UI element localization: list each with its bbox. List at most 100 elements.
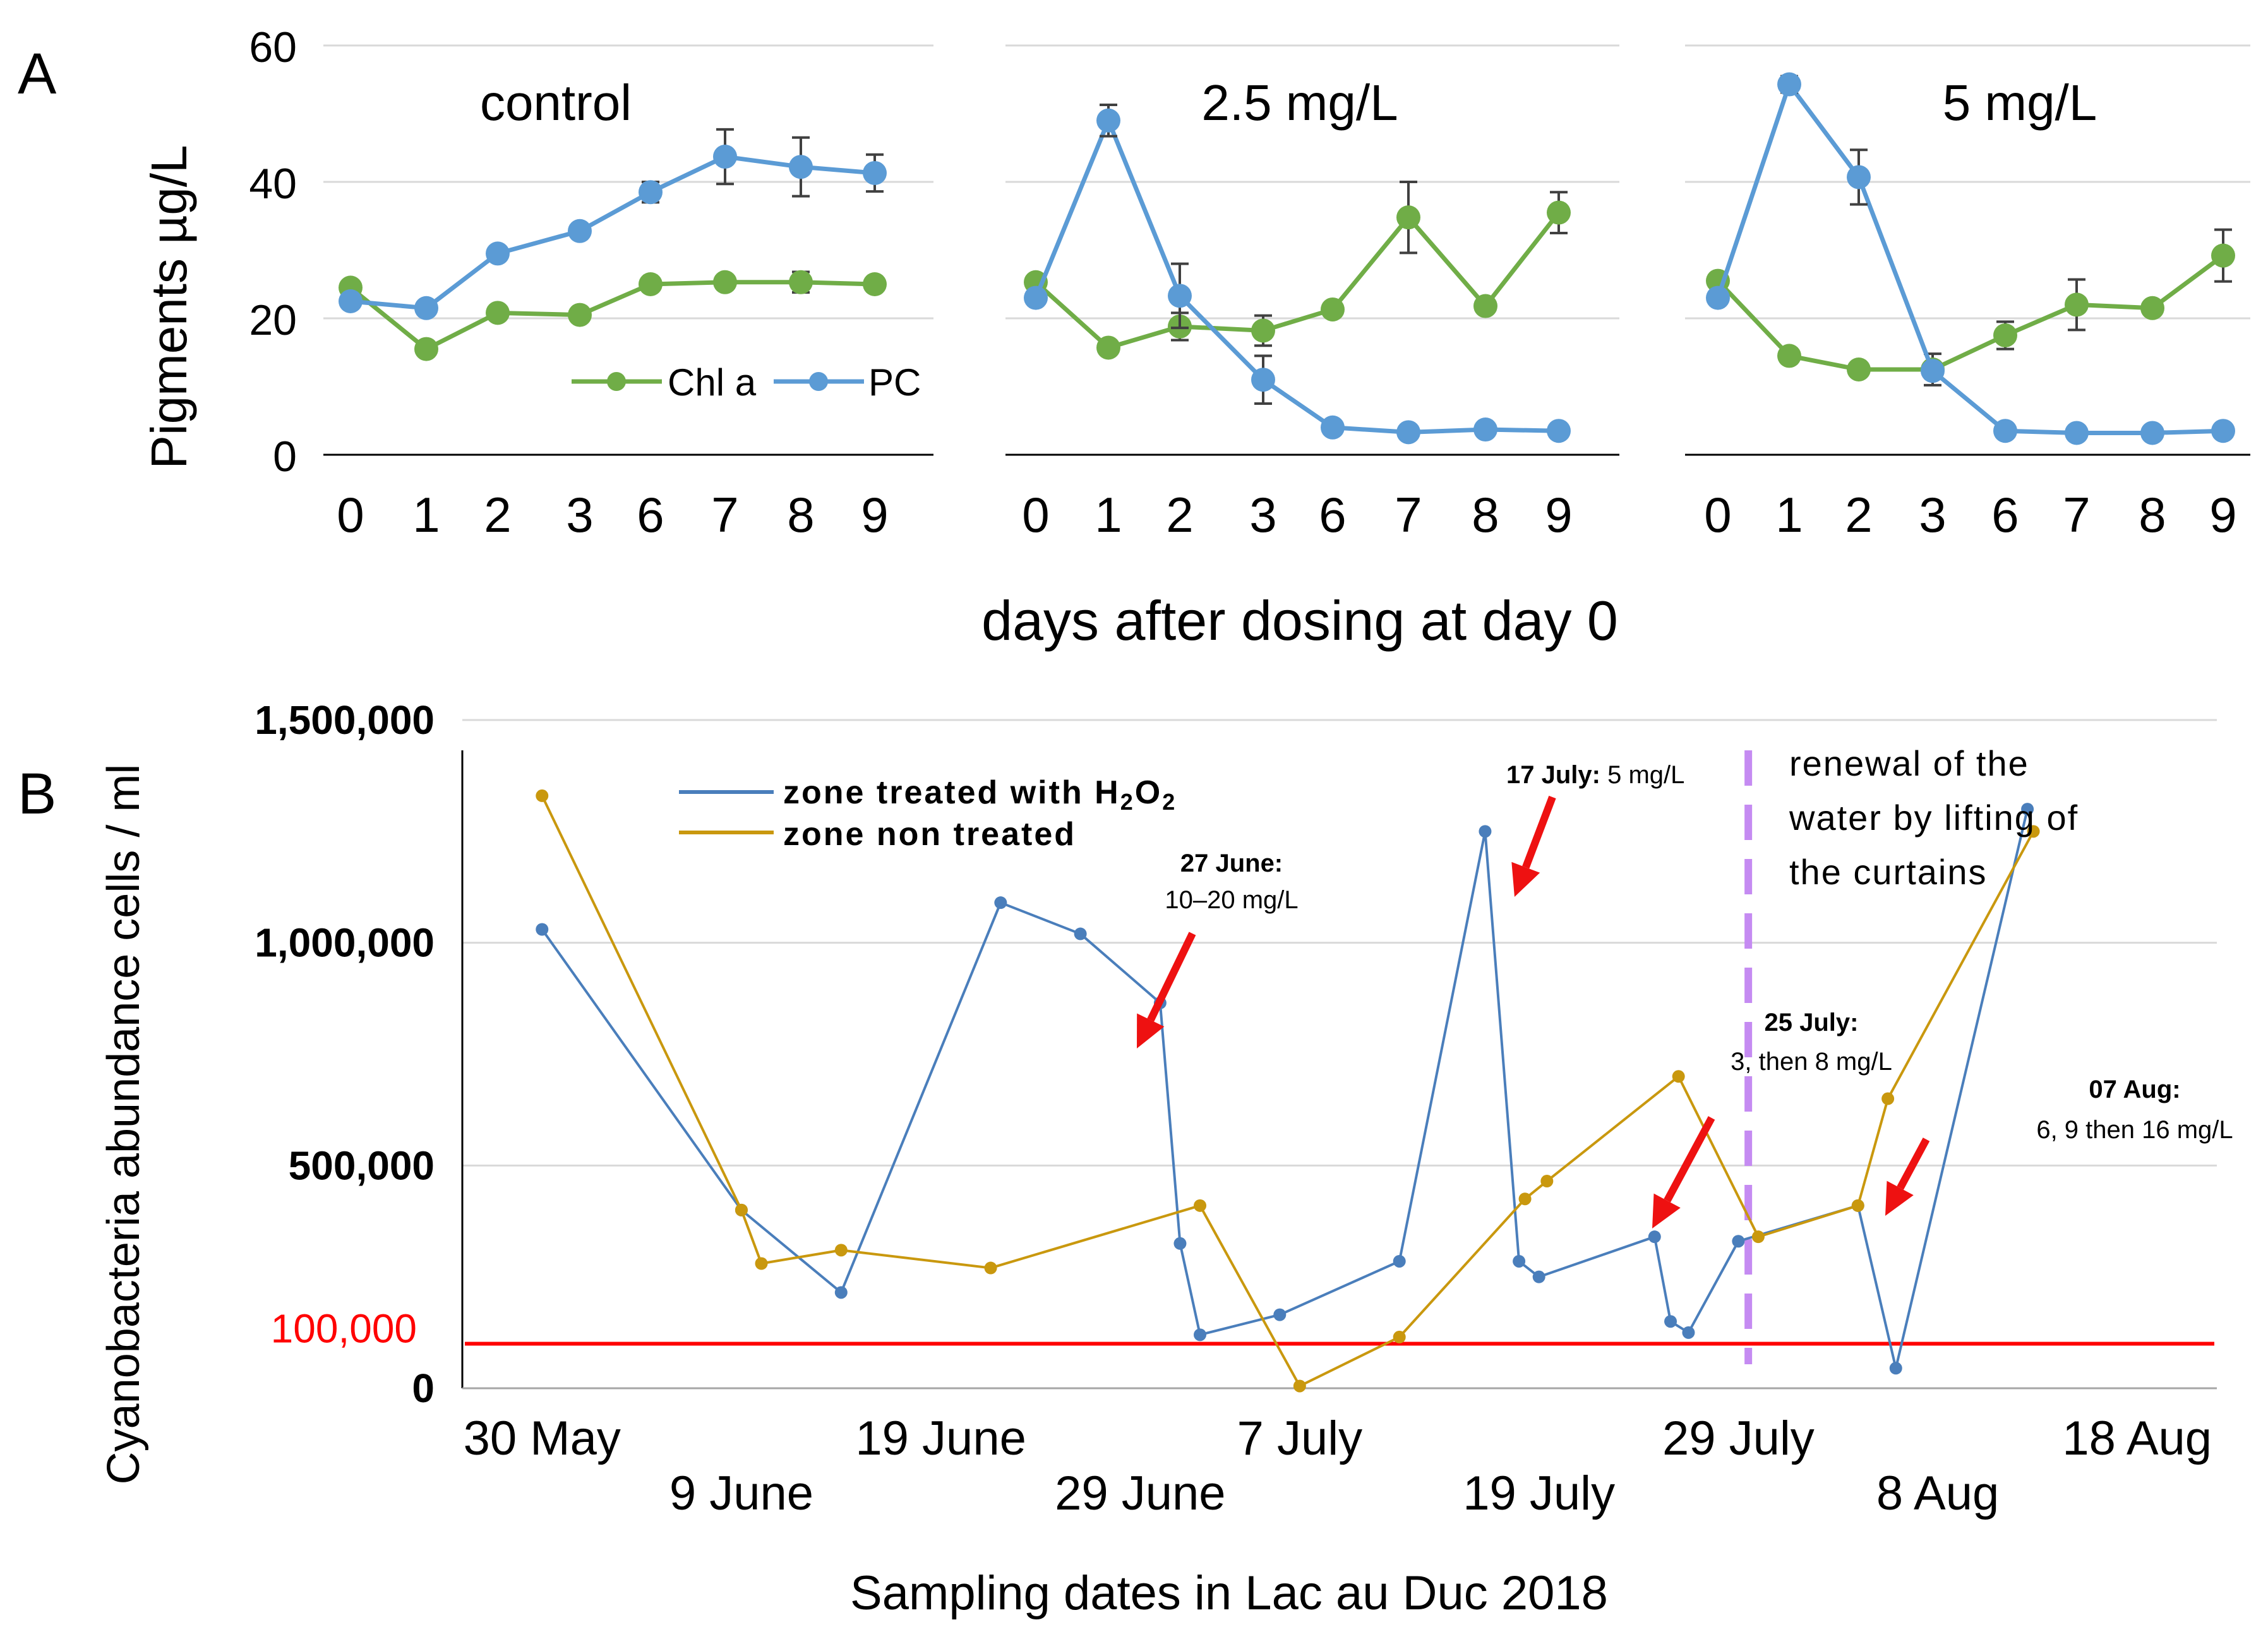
x-tick-label: 0 [1022,487,1049,543]
data-point-chl [486,301,510,325]
x-axis-label-a: days after dosing at day 0 [981,589,1618,652]
x-tick-label: 2 [1166,487,1193,543]
x-tick-label: 3 [1919,487,1946,543]
data-point-treated [1074,927,1087,940]
legend-untreated-label: zone non treated [783,816,1076,853]
series-line-pc [350,154,875,311]
y-tick-label: 20 [249,296,297,344]
y-tick-label: 40 [249,160,297,208]
data-point-treated [1682,1326,1695,1339]
data-point-treated [994,896,1007,910]
annotation-renewal-line1: renewal of the [1789,743,2029,783]
data-point-untreated [984,1261,997,1275]
x-tick-label: 18 Aug [2062,1412,2212,1465]
data-point-treated [1732,1235,1745,1248]
panel-label-b: B [18,762,56,826]
data-point-untreated [536,789,549,802]
data-point-pc [713,145,737,169]
data-point-chl [713,270,737,294]
arrow-shaft [1897,1138,1930,1190]
data-point-treated [1889,1362,1902,1375]
annotation-aug07-date: 07 Aug: [2089,1076,2180,1103]
subplot-titles-a: control 2.5 mg/L 5 mg/L [480,75,2097,131]
data-point-pc [1921,359,1945,383]
annotations-b: 27 June: 10–20 mg/L 17 July: 5 mg/L rene… [1165,743,2233,1144]
data-point-chl [1993,323,2017,347]
data-point-treated [1513,1254,1526,1268]
data-point-pc [2140,421,2164,445]
data-point-chl [1096,335,1120,360]
x-tick-label: 29 July [1662,1412,1815,1465]
x-tick-label: 9 June [669,1467,813,1520]
data-point-pc [2211,419,2235,443]
x-tick-label: 8 [787,487,814,543]
arrow-july17 [1511,795,1556,897]
data-point-treated [1648,1230,1661,1244]
data-point-chl [2065,292,2089,317]
data-point-chl [2140,296,2164,320]
y-tick-label: 0 [273,433,297,481]
data-point-untreated [1851,1199,1864,1212]
data-point-treated [1173,1237,1187,1250]
data-point-untreated [834,1244,848,1257]
x-tick-label: 1 [412,487,440,543]
x-tick-label: 7 [2063,487,2090,543]
annotation-aug07-dose: 6, 9 then 16 mg/L [2036,1116,2233,1144]
y-tick-label: 500,000 [289,1143,435,1188]
x-tick-label: 7 July [1237,1412,1363,1465]
subplot-title: control [480,75,632,131]
data-point-untreated [1393,1330,1406,1343]
data-point-chl [1251,318,1275,343]
annotation-july17: 17 July: 5 mg/L [1506,761,1684,789]
annotation-june27-date: 27 June: [1180,850,1283,877]
arrow-head [1885,1180,1914,1216]
data-point-treated [1194,1328,1207,1342]
data-point-chl [789,270,813,294]
data-point-chl [1396,205,1420,230]
data-point-untreated [1751,1230,1765,1244]
data-point-pc [568,219,592,243]
x-tick-label: 19 July [1463,1467,1615,1520]
data-point-pc [1777,72,1801,97]
x-tick-label: 9 [2209,487,2236,543]
data-point-pc [1168,284,1192,308]
legend-b: zone treated with H2O2 zone non treated [679,774,1175,853]
x-tick-label: 8 [1472,487,1499,543]
subplot-title: 5 mg/L [1943,75,2097,131]
data-point-untreated [1540,1175,1554,1188]
x-tick-label: 0 [1704,487,1731,543]
x-tick-label: 30 May [464,1412,621,1465]
annotation-july25-date: 25 July: [1765,1009,1859,1036]
annotation-june27-dose: 10–20 mg/L [1165,886,1298,914]
x-axis-label-b: Sampling dates in Lac au Duc 2018 [850,1566,1608,1620]
legend-pc-marker [809,372,828,391]
series-line-pc [1715,82,2224,435]
arrow-head [1511,862,1540,897]
legend-pc-label: PC [868,361,921,404]
y-tick-label: 0 [412,1366,435,1411]
data-point-pc [414,296,438,320]
data-point-pc [1396,420,1420,445]
data-point-treated [1532,1270,1545,1283]
x-tick-label: 7 [1395,487,1422,543]
x-tick-label: 7 [711,487,738,543]
series-a [339,72,2235,445]
data-point-chl [2211,243,2235,268]
threshold-b: 100,000 [271,1306,2214,1351]
data-point-untreated [1518,1192,1532,1206]
data-point-treated [834,1286,848,1299]
x-tick-label: 8 [2139,487,2166,543]
data-point-pc [339,289,363,313]
legend-chl-label: Chl a [668,361,757,404]
x-tick-label: 1 [1775,487,1803,543]
y-ticks-b: 0 500,000 1,000,000 1,500,000 [255,697,435,1411]
annotation-july25-dose: 3, then 8 mg/L [1731,1048,1892,1076]
panel-b: B Cyanobacteria abundance cells / ml Sam… [18,697,2233,1620]
y-ticks-a: 0 20 40 60 [249,23,297,481]
arrows-b [1137,795,1930,1228]
x-tick-label: 9 [861,487,888,543]
x-tick-label: 19 June [855,1412,1026,1465]
data-point-treated [1664,1315,1677,1328]
